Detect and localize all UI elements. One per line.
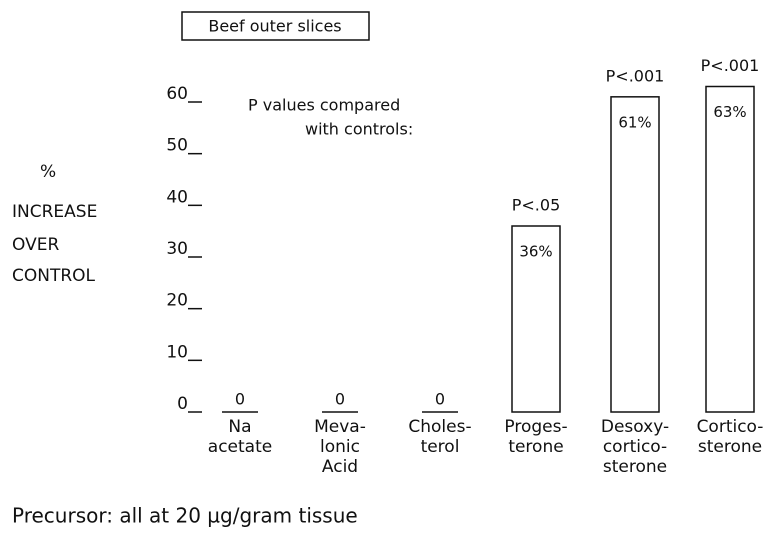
y-tick-label: 60 [166,84,188,104]
annotation: P values compared [248,96,400,115]
p-value: P<.05 [512,196,561,215]
y-tick-label: 30 [166,239,188,259]
p-value: P<.001 [701,56,760,75]
bar [705,85,755,413]
x-tick-label: cortico- [603,437,667,457]
p-value: P<.001 [606,66,665,85]
x-tick-label: sterone [603,457,667,477]
title-box [181,11,370,41]
x-tick-label: lonic [320,437,360,457]
y-tick-label: 50 [166,136,188,156]
x-tick-label: sterone [698,437,762,457]
y-tick-label: 0 [177,394,188,414]
y-label: CONTROL [12,266,96,286]
value-label: 0 [335,390,345,409]
x-tick-label: Na [228,417,251,437]
chart-title: Beef outer slices [208,17,341,36]
x-tick-label: Proges- [504,417,567,437]
value-label: 36% [519,243,552,261]
value-label: 63% [713,103,746,121]
annotation: with controls: [305,120,413,139]
x-tick-label: acetate [208,437,272,457]
value-label: 0 [435,390,445,409]
value-label: 0 [235,390,245,409]
x-tick-label: Acid [322,457,358,477]
x-tick-label: terone [508,437,563,457]
y-tick-label: 10 [166,342,188,362]
x-tick-label: Cortico- [697,417,764,437]
x-tick-label: Desoxy- [601,417,669,437]
y-tick-label: 40 [166,187,188,207]
y-label: INCREASE [12,202,97,222]
value-label: 61% [618,113,651,131]
x-tick-label: Choles- [408,417,471,437]
bar [610,96,660,413]
x-tick-label: Meva- [314,417,366,437]
y-label: % [40,162,56,182]
y-label: OVER [12,235,59,255]
x-tick-label: terol [421,437,460,457]
footer: Precursor: all at 20 µg/gram tissue [12,504,358,528]
bar [511,225,561,413]
y-tick-label: 20 [166,291,188,311]
